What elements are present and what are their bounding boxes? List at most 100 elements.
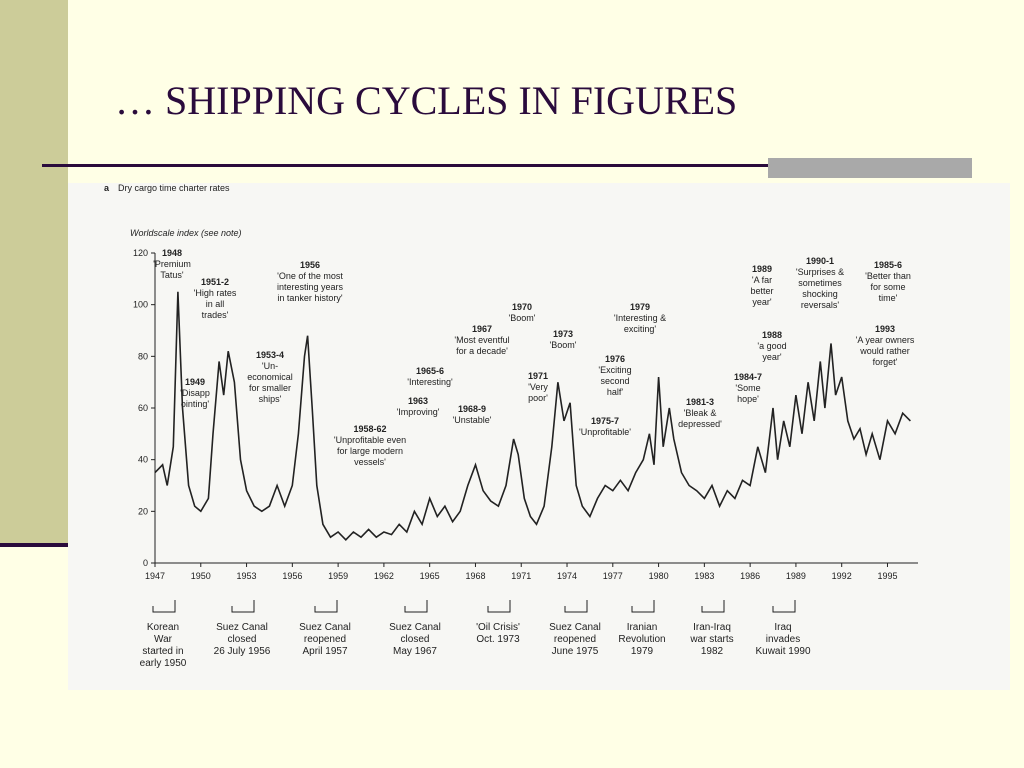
annotation: 1956 [300, 260, 320, 270]
annotation: 1953-4 [256, 350, 284, 360]
event-label: Revolution [618, 634, 665, 645]
event-bracket [487, 600, 511, 613]
event-label: invades [766, 634, 800, 645]
event-label: closed [401, 634, 430, 645]
annotation: 'Disapp [180, 388, 210, 398]
title-rule [42, 164, 768, 167]
annotation: 'Interesting & [614, 313, 666, 323]
annotation: hope' [737, 394, 759, 404]
annotation: in tanker history' [277, 293, 343, 303]
annotation: 1990-1 [806, 256, 834, 266]
event-label: closed [228, 634, 257, 645]
annotation: for smaller [249, 383, 291, 393]
x-tick-label: 1959 [328, 571, 348, 581]
event-label: Suez Canal [389, 622, 441, 633]
y-tick-label: 40 [138, 455, 148, 465]
x-tick-label: 1995 [877, 571, 897, 581]
y-tick-label: 100 [133, 300, 148, 310]
annotation: better [750, 286, 773, 296]
annotation: 'Boom' [550, 340, 577, 350]
annotation: 1968-9 [458, 404, 486, 414]
annotation: ointing' [181, 399, 210, 409]
x-tick-label: 1983 [694, 571, 714, 581]
annotation: Tatus' [160, 270, 184, 280]
annotation: 'High rates [194, 288, 237, 298]
event-label: Oct. 1973 [476, 634, 520, 645]
event-bracket [231, 600, 255, 613]
annotation: 'Most eventful [454, 335, 509, 345]
annotation: 1973 [553, 329, 573, 339]
annotation: ships' [259, 394, 282, 404]
x-tick-label: 1980 [649, 571, 669, 581]
event-label: Iraq [774, 622, 791, 633]
annotation: 1988 [762, 330, 782, 340]
annotation: exciting' [624, 324, 657, 334]
annotation: 'A far [752, 275, 772, 285]
x-tick-label: 1956 [282, 571, 302, 581]
annotation: 1951-2 [201, 277, 229, 287]
event-bracket [314, 600, 338, 613]
annotation: 1981-3 [686, 397, 714, 407]
side-bar [0, 0, 68, 545]
annotation: 'Unprofitable even [334, 435, 406, 445]
annotation: reversals' [801, 300, 840, 310]
chart-title: Dry cargo time charter rates [118, 183, 230, 193]
event-bracket [404, 600, 428, 613]
x-tick-label: 1950 [191, 571, 211, 581]
x-tick-label: 1977 [603, 571, 623, 581]
x-tick-label: 1974 [557, 571, 577, 581]
annotation: 'Interesting' [407, 377, 453, 387]
annotation: 'Bleak & [684, 408, 717, 418]
annotation: 'Better than [865, 271, 911, 281]
annotation: 1949 [185, 377, 205, 387]
annotation: 'Surprises & [796, 267, 844, 277]
event-label: Iranian [627, 622, 658, 633]
event-label: Korean [147, 622, 179, 633]
annotation: for large modern [337, 446, 403, 456]
x-tick-label: 1968 [465, 571, 485, 581]
event-label: reopened [554, 634, 596, 645]
annotation: for some [870, 282, 905, 292]
y-tick-label: 120 [133, 248, 148, 258]
annotation: second [600, 376, 629, 386]
annotation: 1979 [630, 302, 650, 312]
annotation: half' [607, 387, 624, 397]
event-label: reopened [304, 634, 346, 645]
annotation: year' [752, 297, 772, 307]
chart-panel [68, 183, 1010, 690]
event-label: June 1975 [552, 646, 599, 657]
annotation: would rather [859, 346, 910, 356]
annotation: 'Premium [153, 259, 191, 269]
x-tick-label: 1962 [374, 571, 394, 581]
annotation: 1967 [472, 324, 492, 334]
annotation: 'Un- [262, 361, 278, 371]
annotation: 'Unstable' [453, 415, 492, 425]
annotation: 'Boom' [509, 313, 536, 323]
annotation: interesting years [277, 282, 344, 292]
rate-line [154, 291, 911, 541]
x-tick-label: 1992 [832, 571, 852, 581]
event-label: 1979 [631, 646, 654, 657]
event-label: war starts [689, 634, 733, 645]
y-tick-label: 80 [138, 351, 148, 361]
annotation: for a decade' [456, 346, 508, 356]
event-label: Kuwait 1990 [755, 646, 810, 657]
side-rule [0, 543, 68, 547]
annotation: forget' [873, 357, 898, 367]
annotation: 1970 [512, 302, 532, 312]
annotation: economical [247, 372, 293, 382]
x-tick-label: 1989 [786, 571, 806, 581]
annotation: 'Some [735, 383, 760, 393]
annotation: poor' [528, 393, 548, 403]
y-tick-label: 0 [143, 558, 148, 568]
panel-label: a [104, 183, 110, 193]
annotation: year' [762, 352, 782, 362]
annotation: 1963 [408, 396, 428, 406]
annotation: 'Unprofitable' [579, 427, 631, 437]
event-label: Suez Canal [299, 622, 351, 633]
event-label: 'Oil Crisis' [476, 622, 520, 633]
event-label: War [154, 634, 173, 645]
event-label: early 1950 [140, 658, 187, 669]
annotation: 1993 [875, 324, 895, 334]
